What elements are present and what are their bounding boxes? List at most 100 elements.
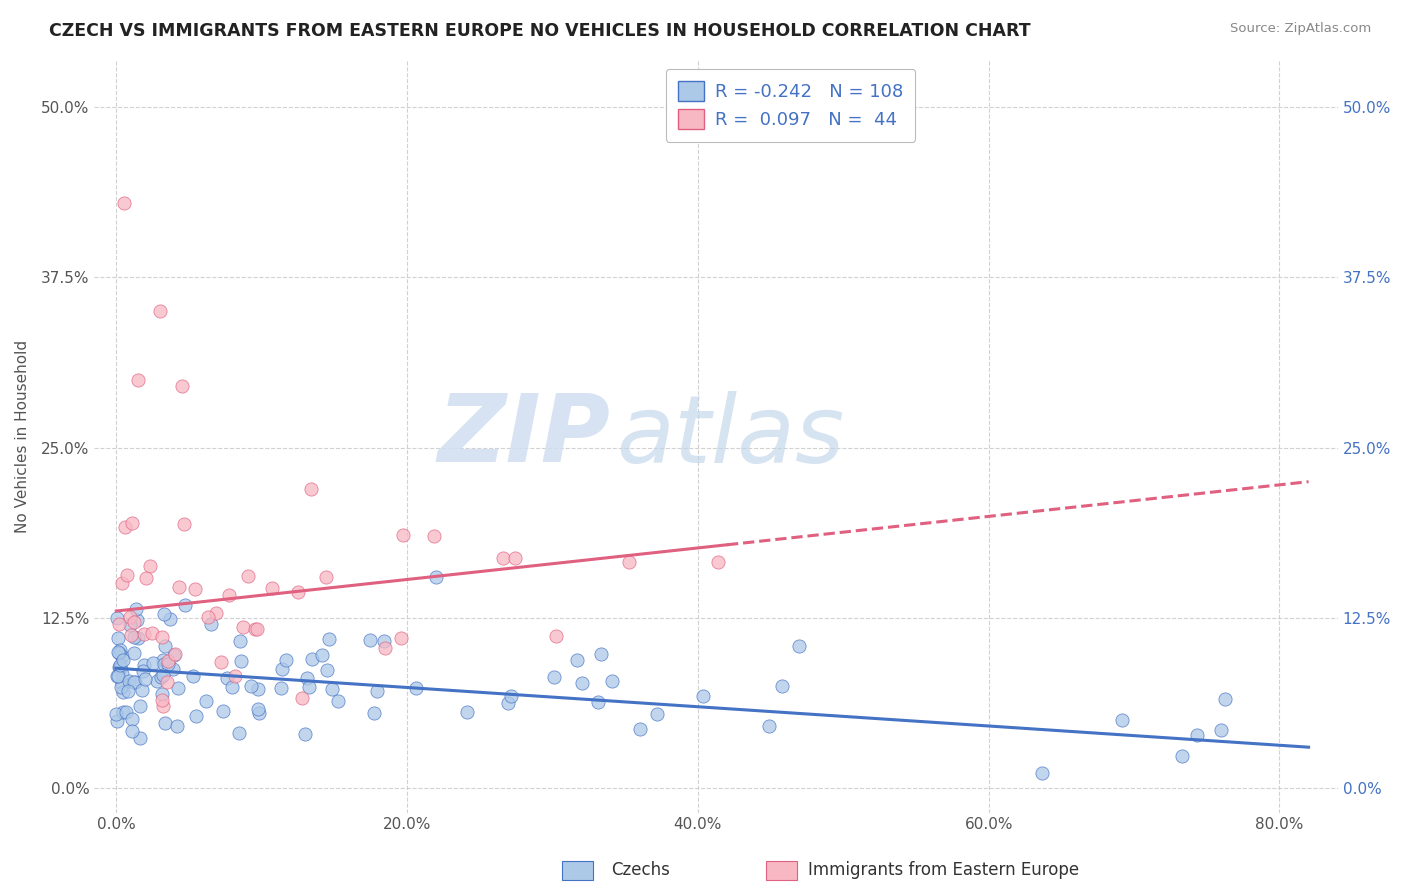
Point	[159, 612, 181, 626]
Point	[218, 588, 240, 602]
Point	[238, 569, 260, 583]
Point	[589, 648, 612, 662]
Point	[1171, 748, 1194, 763]
Point	[247, 681, 270, 696]
Point	[111, 666, 134, 681]
Point	[120, 627, 142, 641]
Point	[152, 699, 174, 714]
Point	[112, 195, 135, 210]
Point	[200, 616, 222, 631]
Point	[152, 668, 174, 682]
Text: Czechs: Czechs	[612, 861, 671, 879]
Point	[142, 656, 165, 670]
Point	[232, 620, 254, 634]
Point	[184, 709, 207, 723]
Point	[155, 715, 177, 730]
Point	[150, 687, 173, 701]
Point	[124, 601, 146, 615]
Text: Immigrants from Eastern Europe: Immigrants from Eastern Europe	[808, 861, 1080, 879]
Point	[245, 622, 267, 636]
Point	[274, 653, 297, 667]
Point	[217, 672, 239, 686]
Point	[315, 570, 337, 584]
Point	[146, 673, 169, 688]
Point	[374, 641, 396, 656]
Point	[758, 718, 780, 732]
Text: atlas: atlas	[617, 391, 845, 482]
Point	[628, 722, 651, 736]
Point	[301, 652, 323, 666]
Point	[108, 661, 131, 675]
Point	[127, 632, 149, 646]
Point	[107, 668, 129, 682]
Point	[105, 706, 128, 721]
Point	[122, 674, 145, 689]
Point	[111, 675, 134, 690]
Point	[122, 615, 145, 629]
Point	[260, 581, 283, 595]
Point	[184, 582, 207, 597]
Point	[131, 682, 153, 697]
Point	[150, 630, 173, 644]
Point	[363, 706, 385, 720]
Point	[134, 658, 156, 673]
Point	[141, 625, 163, 640]
Point	[121, 712, 143, 726]
Point	[246, 702, 269, 716]
Point	[270, 662, 292, 676]
Point	[105, 669, 128, 683]
Point	[204, 606, 226, 620]
Point	[127, 373, 149, 387]
Point	[105, 714, 128, 728]
Point	[229, 655, 252, 669]
Point	[149, 304, 172, 318]
Point	[152, 607, 174, 621]
Point	[270, 681, 292, 695]
Point	[1031, 765, 1053, 780]
Point	[117, 673, 139, 688]
Point	[166, 681, 188, 695]
Point	[1185, 728, 1208, 742]
Point	[287, 585, 309, 599]
Point	[157, 657, 180, 671]
Y-axis label: No Vehicles in Household: No Vehicles in Household	[15, 340, 30, 533]
Point	[108, 660, 131, 674]
Point	[315, 663, 337, 677]
Point	[163, 648, 186, 662]
Point	[107, 631, 129, 645]
Point	[294, 727, 316, 741]
Point	[245, 622, 267, 636]
Point	[359, 632, 381, 647]
Point	[456, 705, 478, 719]
Point	[125, 613, 148, 627]
Point	[326, 693, 349, 707]
Point	[600, 673, 623, 688]
Point	[1211, 723, 1233, 737]
Point	[692, 689, 714, 703]
Point	[195, 694, 218, 708]
Point	[212, 704, 235, 718]
Point	[503, 551, 526, 566]
Point	[129, 698, 152, 713]
Point	[645, 707, 668, 722]
Point	[117, 684, 139, 698]
Point	[157, 654, 180, 668]
Point	[166, 719, 188, 733]
Point	[111, 705, 134, 719]
Point	[546, 629, 568, 643]
Point	[405, 681, 427, 696]
Point	[108, 661, 131, 675]
Point	[134, 673, 156, 687]
Point	[162, 662, 184, 676]
Point	[173, 516, 195, 531]
Point	[110, 649, 132, 664]
Point	[169, 580, 191, 594]
Point	[150, 693, 173, 707]
Point	[586, 695, 609, 709]
Point	[111, 576, 134, 591]
Point	[366, 684, 388, 698]
Point	[115, 706, 138, 720]
Point	[706, 555, 728, 569]
Point	[132, 626, 155, 640]
Point	[392, 528, 415, 542]
